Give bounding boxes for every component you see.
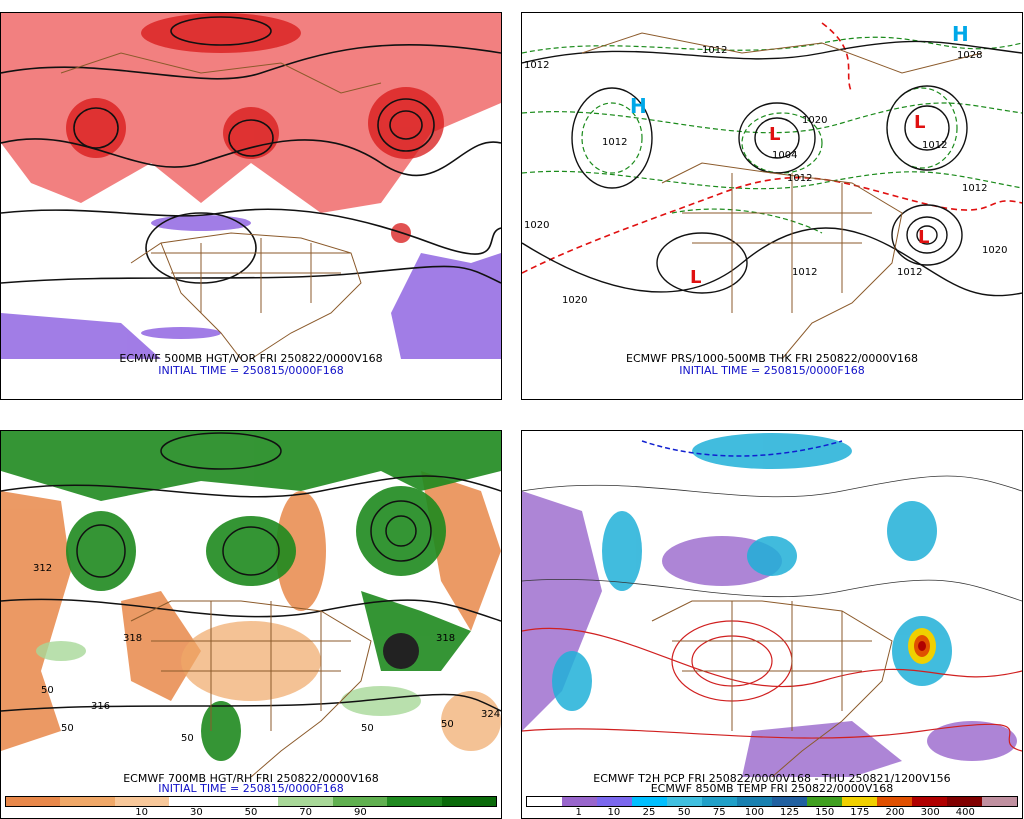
colorbar-label: 50 — [244, 807, 258, 818]
panel-title: ECMWF 700MB HGT/RH FRI 250822/0000V168 — [123, 772, 379, 785]
colorbar-label: 200 — [885, 807, 905, 818]
colorbar-label: 400 — [955, 807, 975, 818]
colorbar-segment — [632, 797, 667, 806]
colorbar-label: 100 — [744, 807, 764, 818]
contour-label: 312 — [33, 563, 52, 574]
colorbar-label: 70 — [299, 807, 313, 818]
precip-colorbar-labels: 1 10 25 50 75 100 125 150 175 200 300 400 — [526, 807, 1018, 818]
panel-title: ECMWF PRS/1000-500MB THK FRI 250822/0000… — [626, 352, 918, 365]
contour-label: 316 — [91, 701, 110, 712]
colorbar-segment — [912, 797, 947, 806]
contour-label: 50 — [181, 733, 194, 744]
colorbar-segment — [772, 797, 807, 806]
colorbar-segment — [114, 797, 170, 806]
rh-colorbar — [5, 796, 497, 807]
colorbar-segment — [169, 797, 224, 806]
colorbar-segment — [278, 797, 333, 806]
map-pcp — [522, 431, 1022, 777]
colorbar-segment — [877, 797, 912, 806]
isobar-label: 1012 — [922, 140, 947, 151]
colorbar-segment — [6, 797, 61, 806]
colorbar-segment — [387, 797, 442, 806]
initial-time: INITIAL TIME = 250815/0000F168 — [158, 782, 344, 795]
panel-subtitle: ECMWF 850MB TEMP FRI 250822/0000V168 — [650, 782, 894, 795]
isobar-label: 1020 — [562, 295, 587, 306]
low-marker: L — [914, 112, 925, 133]
low-marker: L — [690, 267, 701, 288]
colorbar-label: 10 — [607, 807, 621, 818]
isobar-label: 1004 — [772, 150, 797, 161]
colorbar-label: 30 — [189, 807, 203, 818]
low-marker: L — [769, 124, 780, 145]
contour-label: 324 — [481, 709, 500, 720]
isobar-label: 1020 — [802, 115, 827, 126]
contour-label: 318 — [123, 633, 142, 644]
colorbar-segment — [702, 797, 737, 806]
isobar-label: 1012 — [524, 60, 549, 71]
colorbar-segment — [807, 797, 842, 806]
isobar-label: 1012 — [792, 267, 817, 278]
initial-time: INITIAL TIME = 250815/0000F168 — [679, 364, 865, 377]
colorbar-segment — [982, 797, 1017, 806]
contour-label: 50 — [441, 719, 454, 730]
high-marker: H — [952, 22, 969, 46]
colorbar-label: 150 — [815, 807, 835, 818]
high-marker: H — [630, 94, 647, 118]
colorbar-label: 125 — [780, 807, 800, 818]
colorbar-label: 175 — [850, 807, 870, 818]
colorbar-segment — [842, 797, 877, 806]
colorbar-segment — [562, 797, 597, 806]
isobar-label: 1028 — [957, 50, 982, 61]
precip-colorbar — [526, 796, 1018, 807]
colorbar-label: 1 — [575, 807, 582, 818]
panel-title: ECMWF T2H PCP FRI 250822/0000V168 - THU … — [593, 772, 951, 785]
isobar-label: 1012 — [897, 267, 922, 278]
panel-t2h-pcp: ECMWF T2H PCP FRI 250822/0000V168 - THU … — [521, 430, 1023, 819]
colorbar-label: 10 — [135, 807, 149, 818]
colorbar-segment — [947, 797, 982, 806]
isobar-label: 1012 — [602, 137, 627, 148]
map-700mb: 312 318 316 318 324 50 50 50 50 50 — [1, 431, 501, 777]
isobar-label: 1012 — [787, 173, 812, 184]
low-marker: L — [918, 227, 929, 248]
colorbar-segment — [60, 797, 115, 806]
map-500mb — [1, 13, 501, 359]
isobar-label: 1020 — [524, 220, 549, 231]
isobar-label: 1012 — [962, 183, 987, 194]
rh-colorbar-labels: 10 30 50 70 90 — [5, 807, 497, 818]
isobar-label: 1012 — [702, 45, 727, 56]
colorbar-segment — [332, 797, 388, 806]
isobar-label: 1020 — [982, 245, 1007, 256]
colorbar-segment — [667, 797, 702, 806]
colorbar-label: 50 — [677, 807, 691, 818]
contour-label: 318 — [436, 633, 455, 644]
colorbar-segment — [441, 797, 496, 806]
contour-label: 50 — [361, 723, 374, 734]
panel-title: ECMWF 500MB HGT/VOR FRI 250822/0000V168 — [119, 352, 383, 365]
contour-label: 50 — [61, 723, 74, 734]
colorbar-label: 25 — [642, 807, 656, 818]
panel-700mb-hgt-rh: 312 318 316 318 324 50 50 50 50 50 ECMWF… — [0, 430, 502, 819]
map-prs-thk: H H L L L L 1012 1012 1012 1028 1004 102… — [522, 13, 1022, 359]
contour-label: 50 — [41, 685, 54, 696]
colorbar-segment — [597, 797, 632, 806]
colorbar-segment — [223, 797, 279, 806]
colorbar-segment — [737, 797, 772, 806]
colorbar-label: 300 — [920, 807, 940, 818]
initial-time: INITIAL TIME = 250815/0000F168 — [158, 364, 344, 377]
colorbar-label: 75 — [712, 807, 726, 818]
panel-500mb-hgt-vor: ECMWF 500MB HGT/VOR FRI 250822/0000V168 … — [0, 12, 502, 400]
panel-prs-thk: H H L L L L 1012 1012 1012 1028 1004 102… — [521, 12, 1023, 400]
colorbar-segment — [527, 797, 562, 806]
colorbar-label: 90 — [353, 807, 367, 818]
